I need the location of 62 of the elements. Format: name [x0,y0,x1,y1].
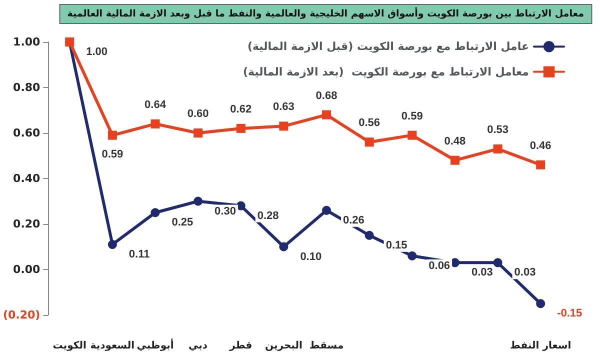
point [364,138,374,147]
x-tick-label: قطر [228,340,252,352]
x-tick-label: أبوظبي [136,338,174,352]
point [236,124,246,133]
point [236,201,246,210]
data-label: 0.56 [358,117,380,130]
legend-label: عامل الارتباط مع بورصة الكويت (قبل الازمة المالية) [247,40,529,54]
point [150,208,160,218]
data-label: 0.30 [214,205,236,218]
y-tick-label: 0.20 [13,218,41,230]
data-label: 0.62 [230,103,252,116]
data-label: 0.28 [257,210,279,222]
data-label: 0.26 [343,214,364,226]
data-label: 0.63 [272,101,294,114]
y-tick-label: 0.00 [13,263,41,276]
point [536,160,546,170]
point [150,119,160,128]
point [194,128,203,138]
y-tick-label: (0.20) [2,308,40,322]
point [279,242,288,252]
x-tick-label: الكويت [52,340,86,352]
point [194,196,203,206]
data-label: 0.68 [316,90,338,102]
x-tick-label: مسقط [309,340,344,352]
data-label: 0.15 [386,239,408,252]
point [493,144,502,154]
data-label: 0.59 [102,148,124,160]
data-label: 0.46 [530,140,552,152]
data-label: 0.59 [401,110,423,122]
x-tick-label: البحرين [264,340,302,352]
data-label: -0.15 [557,308,582,320]
point [364,230,374,240]
point [450,156,460,165]
x-tick-label: دبي [188,340,208,352]
data-label: 0.25 [172,216,194,229]
x-tick-label: السعودية [90,340,135,352]
data-label: 1.00 [86,46,108,58]
point [408,251,417,260]
data-label: 0.03 [471,266,493,279]
y-tick-label: 0.60 [13,126,41,140]
data-label: 0.06 [428,260,450,272]
data-label: 0.48 [444,135,466,148]
data-label: 0.10 [300,250,322,263]
point [322,110,332,120]
chart-title: معامل الارتباط بين بورصة الكويت وأسواق الاسهم الخليجية والعالمية والنفط ما قبل وبعد الازمة المالية العالمية [67,6,584,20]
data-label: 0.60 [187,108,209,120]
legend-label: معامل الارتباط مع بورصة الكويت (بعد الازمة المالية) [242,65,529,78]
y-tick-label: 0.80 [13,81,41,94]
point [536,299,546,308]
point [493,258,502,268]
point [108,240,117,249]
point [408,130,417,140]
point [279,122,288,131]
y-tick-label: 1.00 [13,36,41,48]
data-label: 0.53 [487,124,508,136]
point [322,206,332,215]
point [108,130,117,140]
x-tick-label: اسعار النفط [510,340,572,352]
data-label: 0.11 [128,248,150,260]
data-label: 0.64 [144,98,167,111]
data-label: 0.03 [514,266,536,279]
y-tick-label: 0.40 [13,172,41,185]
